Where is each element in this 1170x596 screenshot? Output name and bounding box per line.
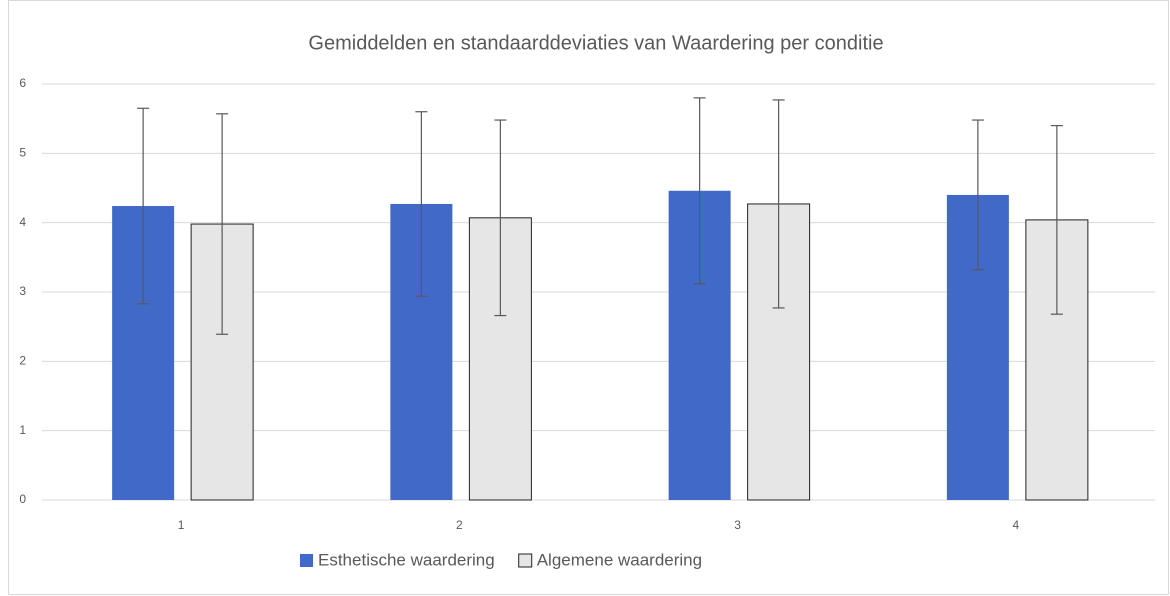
x-tick-label: 3 (734, 518, 741, 532)
chart-title: Gemiddelden en standaarddeviaties van Wa… (308, 32, 883, 54)
error-bar (137, 107, 150, 305)
legend-swatch (300, 554, 313, 567)
y-tick-label: 0 (19, 492, 26, 506)
y-tick-label: 5 (19, 146, 26, 160)
error-bar (772, 99, 785, 309)
legend-label: Esthetische waardering (318, 550, 495, 569)
error-bar (494, 119, 507, 317)
y-tick-label: 3 (19, 284, 26, 298)
error-bar (216, 113, 229, 335)
legend-swatch (518, 553, 533, 568)
x-tick-label: 1 (178, 518, 185, 532)
legend-label: Algemene waardering (537, 550, 702, 569)
y-tick-label: 6 (19, 76, 26, 90)
y-tick-label: 2 (19, 354, 26, 368)
y-tick-label: 1 (19, 423, 26, 437)
x-tick-label: 2 (456, 518, 463, 532)
error-bar (415, 111, 428, 297)
x-tick-label: 4 (1013, 518, 1020, 532)
y-tick-label: 4 (19, 215, 26, 229)
error-bar (1050, 124, 1063, 315)
error-bar (971, 119, 984, 271)
error-bar (693, 97, 706, 285)
